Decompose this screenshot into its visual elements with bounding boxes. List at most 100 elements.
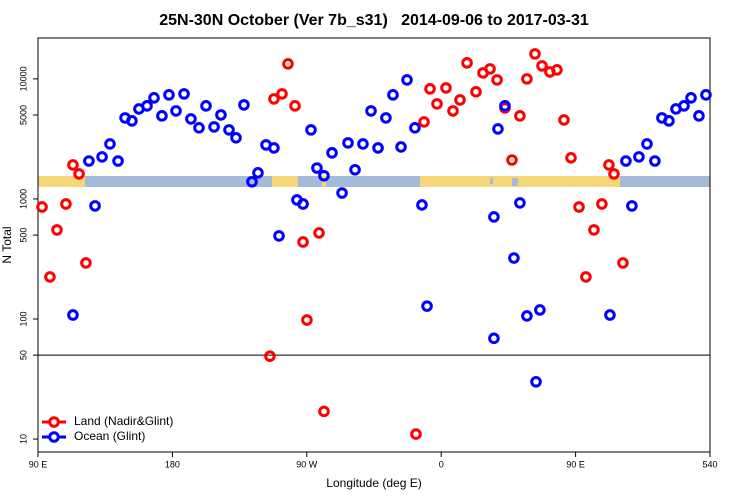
point bbox=[685, 92, 697, 104]
point bbox=[170, 105, 182, 117]
point bbox=[141, 100, 153, 112]
point bbox=[649, 155, 661, 167]
point bbox=[536, 60, 548, 72]
point bbox=[215, 109, 227, 121]
point bbox=[488, 211, 500, 223]
x-tick-label: 540 bbox=[702, 459, 717, 469]
point bbox=[200, 100, 212, 112]
point bbox=[89, 200, 101, 212]
point bbox=[617, 257, 629, 269]
point bbox=[580, 271, 592, 283]
point bbox=[336, 187, 348, 199]
y-tick-label: 10 bbox=[18, 434, 28, 444]
point bbox=[193, 122, 205, 134]
legend-marker bbox=[48, 431, 60, 443]
point bbox=[246, 175, 258, 188]
point bbox=[51, 224, 63, 236]
legend-marker bbox=[48, 416, 60, 428]
point bbox=[252, 167, 264, 179]
y-tick-label: 10000 bbox=[18, 66, 28, 91]
y-tick-label: 5000 bbox=[18, 105, 28, 125]
point bbox=[620, 155, 632, 167]
point bbox=[349, 163, 361, 176]
y-tick-label: 500 bbox=[18, 228, 28, 243]
point bbox=[268, 142, 280, 154]
point bbox=[410, 428, 422, 440]
point bbox=[326, 147, 338, 159]
y-tick-label: 1000 bbox=[18, 189, 28, 209]
point bbox=[514, 197, 526, 209]
point bbox=[558, 114, 570, 126]
point bbox=[508, 252, 520, 264]
point bbox=[395, 141, 407, 153]
legend-label: Ocean (Glint) bbox=[74, 429, 145, 443]
point bbox=[73, 168, 85, 180]
point bbox=[96, 151, 108, 163]
point bbox=[454, 94, 466, 106]
point bbox=[530, 375, 542, 388]
x-axis-label: Longitude (deg E) bbox=[326, 476, 421, 490]
point bbox=[484, 63, 496, 75]
point bbox=[223, 124, 235, 136]
point bbox=[447, 105, 459, 117]
point bbox=[440, 82, 452, 94]
point bbox=[499, 100, 511, 112]
point bbox=[311, 162, 323, 174]
y-tick-label: 50 bbox=[18, 350, 28, 360]
point bbox=[641, 138, 653, 150]
chart-title: 25N-30N October (Ver 7b_s31) 2014-09-06 … bbox=[159, 12, 589, 29]
point bbox=[431, 98, 443, 110]
point bbox=[273, 230, 285, 242]
point bbox=[301, 314, 313, 326]
point bbox=[282, 58, 294, 70]
point bbox=[492, 123, 504, 135]
point bbox=[313, 227, 325, 239]
point bbox=[60, 198, 72, 210]
point bbox=[318, 405, 330, 418]
point bbox=[521, 73, 533, 85]
point bbox=[67, 159, 79, 171]
point bbox=[297, 236, 309, 248]
point bbox=[104, 138, 116, 150]
point bbox=[551, 64, 563, 76]
x-tick-label: 180 bbox=[165, 459, 180, 469]
point bbox=[534, 304, 546, 316]
point bbox=[529, 48, 541, 60]
x-tick-label: 90 E bbox=[29, 459, 48, 469]
point bbox=[178, 88, 190, 100]
legend-label: Land (Nadir&Glint) bbox=[74, 414, 173, 428]
x-tick-label: 90 W bbox=[296, 459, 318, 469]
point bbox=[208, 121, 220, 133]
point bbox=[276, 88, 288, 100]
point bbox=[491, 74, 503, 86]
point bbox=[365, 105, 377, 117]
point bbox=[163, 89, 175, 101]
point bbox=[573, 201, 585, 213]
point bbox=[148, 92, 160, 104]
x-tick-label: 90 E bbox=[566, 459, 585, 469]
point bbox=[416, 199, 428, 211]
point bbox=[693, 110, 705, 122]
land-ocean-strip bbox=[38, 176, 710, 187]
point bbox=[230, 131, 242, 144]
point bbox=[604, 309, 616, 321]
plot-frame bbox=[37, 37, 711, 453]
point bbox=[318, 169, 330, 182]
point bbox=[700, 89, 712, 101]
x-tick-label: 0 bbox=[439, 459, 444, 469]
point bbox=[603, 159, 615, 171]
point bbox=[424, 83, 436, 95]
point bbox=[357, 138, 369, 150]
point bbox=[418, 116, 430, 128]
point bbox=[126, 115, 138, 127]
y-tick-label: 100 bbox=[18, 311, 28, 326]
point bbox=[238, 99, 250, 111]
point bbox=[156, 110, 168, 122]
point bbox=[387, 89, 399, 101]
point bbox=[461, 57, 473, 69]
point bbox=[372, 142, 384, 154]
point bbox=[588, 224, 600, 236]
point bbox=[67, 309, 79, 321]
point bbox=[633, 151, 645, 163]
